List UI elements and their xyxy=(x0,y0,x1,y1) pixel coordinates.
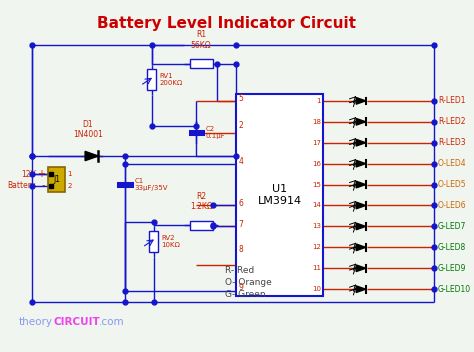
Text: R1
56KΩ: R1 56KΩ xyxy=(191,30,211,50)
Text: C2
0.1µF: C2 0.1µF xyxy=(206,126,226,139)
Polygon shape xyxy=(356,160,365,167)
Text: O-LED4: O-LED4 xyxy=(438,159,466,168)
FancyBboxPatch shape xyxy=(190,59,212,68)
Text: J1: J1 xyxy=(53,175,60,184)
Text: 1: 1 xyxy=(317,98,321,104)
Polygon shape xyxy=(356,98,365,104)
Polygon shape xyxy=(356,119,365,125)
Text: 1: 1 xyxy=(67,171,72,177)
Polygon shape xyxy=(356,139,365,146)
Text: O-LED5: O-LED5 xyxy=(438,180,466,189)
Text: 2: 2 xyxy=(238,121,243,130)
Text: R-LED3: R-LED3 xyxy=(438,138,465,147)
Text: 17: 17 xyxy=(312,140,321,146)
Polygon shape xyxy=(356,265,365,272)
Text: Battery Level Indicator Circuit: Battery Level Indicator Circuit xyxy=(97,16,356,31)
Text: G-LED9: G-LED9 xyxy=(438,264,466,273)
Polygon shape xyxy=(356,181,365,188)
Text: -: - xyxy=(42,181,45,190)
Text: R2
1.2KΩ: R2 1.2KΩ xyxy=(190,192,212,211)
Text: O- Orange: O- Orange xyxy=(225,278,272,287)
Text: CIRCUIT: CIRCUIT xyxy=(54,318,100,327)
FancyBboxPatch shape xyxy=(147,69,156,90)
Text: theory: theory xyxy=(18,318,53,327)
Text: G- Green: G- Green xyxy=(225,290,265,300)
Text: 12V
Battery: 12V Battery xyxy=(7,170,36,189)
Text: 4: 4 xyxy=(238,157,243,166)
Text: 14: 14 xyxy=(312,202,321,208)
Text: 5: 5 xyxy=(238,94,243,103)
Text: RV2
10KΩ: RV2 10KΩ xyxy=(161,235,180,248)
Text: R- Red: R- Red xyxy=(225,266,254,275)
Text: 2: 2 xyxy=(67,182,72,189)
Text: 13: 13 xyxy=(312,224,321,230)
Text: 6: 6 xyxy=(238,199,243,208)
Text: +: + xyxy=(37,169,45,179)
Text: 12: 12 xyxy=(312,244,321,250)
FancyBboxPatch shape xyxy=(190,221,212,230)
Text: G-LED7: G-LED7 xyxy=(438,222,466,231)
Text: 8: 8 xyxy=(238,245,243,254)
Text: 15: 15 xyxy=(312,182,321,188)
Text: D1
1N4001: D1 1N4001 xyxy=(73,120,103,139)
Text: 7: 7 xyxy=(238,220,243,229)
Text: 18: 18 xyxy=(312,119,321,125)
Text: G-LED8: G-LED8 xyxy=(438,243,466,252)
FancyBboxPatch shape xyxy=(48,168,65,192)
Text: 10: 10 xyxy=(312,286,321,292)
Text: 9: 9 xyxy=(238,283,243,292)
Text: RV1
200KΩ: RV1 200KΩ xyxy=(159,74,182,87)
Text: O-LED6: O-LED6 xyxy=(438,201,466,210)
Text: 11: 11 xyxy=(312,265,321,271)
Text: R-LED1: R-LED1 xyxy=(438,96,465,105)
Text: G-LED10: G-LED10 xyxy=(438,285,471,294)
Text: R-LED2: R-LED2 xyxy=(438,117,465,126)
Text: 16: 16 xyxy=(312,161,321,166)
Text: U1
LM3914: U1 LM3914 xyxy=(257,184,301,206)
Text: C1
33µF/35V: C1 33µF/35V xyxy=(135,178,168,191)
Text: .com: .com xyxy=(99,318,124,327)
Polygon shape xyxy=(356,244,365,251)
FancyBboxPatch shape xyxy=(149,231,158,252)
Polygon shape xyxy=(85,151,99,161)
Polygon shape xyxy=(356,223,365,230)
Polygon shape xyxy=(356,286,365,293)
Bar xyxy=(237,94,323,296)
Polygon shape xyxy=(356,202,365,209)
